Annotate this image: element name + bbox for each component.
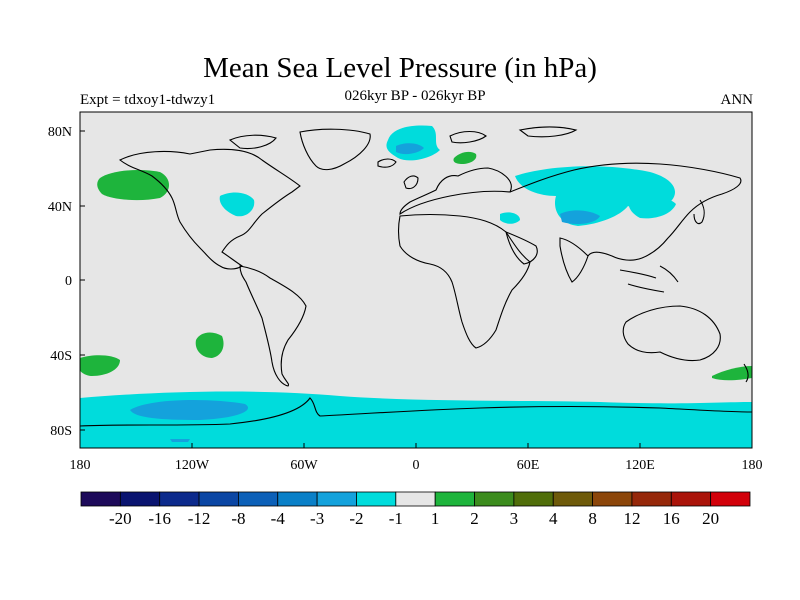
east-asia-cyan (628, 196, 676, 219)
colorbar-label: 3 (510, 509, 519, 528)
colorbar-label: -8 (231, 509, 245, 528)
colorbar-label: 1 (431, 509, 440, 528)
colorbar-swatch (395, 491, 436, 507)
middle-east-cyan (500, 212, 520, 224)
arctic-islands (228, 126, 578, 150)
lat-tick-label: 40S (50, 349, 72, 364)
europe-coast (399, 167, 512, 216)
colorbar-labels: -20 -16 -12 -8 -4 -3 -2 -1 1 2 3 4 8 12 16 20 (109, 509, 719, 528)
antarctica-coast (79, 397, 753, 427)
colorbar-label: -12 (188, 509, 211, 528)
colorbar-label: 20 (702, 509, 719, 528)
colorbar-label: 12 (623, 509, 640, 528)
colorbar-label: -2 (349, 509, 363, 528)
southern-ocean-blue-patch (130, 400, 248, 420)
lon-tick-label: 180 (742, 458, 763, 473)
north-america-coast (118, 148, 301, 270)
coastlines (79, 126, 753, 427)
southern-ocean-small-patch (170, 439, 190, 442)
map-title: Mean Sea Level Pressure (in hPa) (203, 52, 597, 84)
scandinavia-green (453, 151, 477, 164)
colorbar-label: 8 (588, 509, 597, 528)
tasman-green (712, 366, 752, 381)
north-pacific-green (97, 170, 169, 201)
season-label: ANN (720, 92, 754, 108)
indonesia-coast (619, 265, 679, 293)
pressure-anomaly-fields (80, 125, 752, 448)
north-atlantic-cyan (219, 192, 255, 217)
colorbar (80, 491, 751, 507)
period-label: 026kyr BP - 026kyr BP (344, 88, 486, 104)
southern-ocean-cyan-band (80, 391, 752, 448)
colorbar-swatch (198, 491, 239, 507)
colorbar-swatch (277, 491, 318, 507)
lon-tick-label: 180 (70, 458, 91, 473)
arabia-coast (505, 231, 538, 265)
colorbar-swatch (238, 491, 279, 507)
colorbar-swatch (316, 491, 357, 507)
colorbar-label: 16 (663, 509, 680, 528)
lon-tick-label: 120W (175, 458, 210, 473)
colorbar-swatch (670, 491, 712, 507)
greenland-sea-blue (396, 143, 424, 155)
iceland-coast (377, 158, 397, 168)
colorbar-label: -20 (109, 509, 132, 528)
colorbar-label: 4 (549, 509, 558, 528)
south-america-coast (239, 265, 307, 387)
uk-coast (403, 175, 419, 190)
colorbar-swatch (592, 491, 633, 507)
lat-tick-label: 0 (65, 274, 72, 289)
lon-tick-label: 60W (290, 458, 318, 473)
lon-tick-label: 0 (413, 458, 420, 473)
lat-axis: 80N 40N 0 40S 80S (48, 125, 85, 439)
australia-coast (622, 305, 721, 362)
greenland-coast (299, 128, 371, 171)
lat-tick-label: 80N (48, 125, 72, 140)
lon-tick-label: 60E (517, 458, 540, 473)
africa-coast (397, 213, 531, 349)
colorbar-label: -16 (148, 509, 171, 528)
eurasia-cyan (515, 166, 676, 226)
lon-tick-label: 120E (625, 458, 655, 473)
south-pacific-green (195, 332, 224, 358)
colorbar-swatch (710, 491, 751, 507)
asia-coast (509, 162, 742, 261)
colorbar-label: -4 (271, 509, 286, 528)
colorbar-swatch (552, 491, 593, 507)
colorbar-label: -1 (389, 509, 403, 528)
colorbar-swatch (159, 491, 200, 507)
lat-tick-label: 40N (48, 200, 72, 215)
arctic-east-cyan (560, 168, 630, 184)
lon-axis: 180 120W 60W 0 60E 120E 180 (70, 443, 763, 473)
experiment-label: Expt = tdxoy1-tdwzy1 (80, 92, 216, 108)
lat-tick-label: 80S (50, 424, 72, 439)
india-coast (559, 237, 589, 283)
colorbar-label: 2 (470, 509, 479, 528)
southwest-pacific-green (80, 355, 120, 376)
colorbar-label: -3 (310, 509, 324, 528)
colorbar-swatch (474, 491, 515, 507)
new-zealand-coast (743, 363, 749, 383)
japan-coast (693, 199, 705, 225)
colorbar-swatch (513, 491, 554, 507)
colorbar-swatch (434, 491, 475, 507)
eurasia-blue (560, 210, 600, 224)
colorbar-swatch (119, 491, 161, 507)
colorbar-swatch (631, 491, 672, 507)
colorbar-swatch (80, 491, 121, 507)
colorbar-swatch (356, 491, 397, 507)
